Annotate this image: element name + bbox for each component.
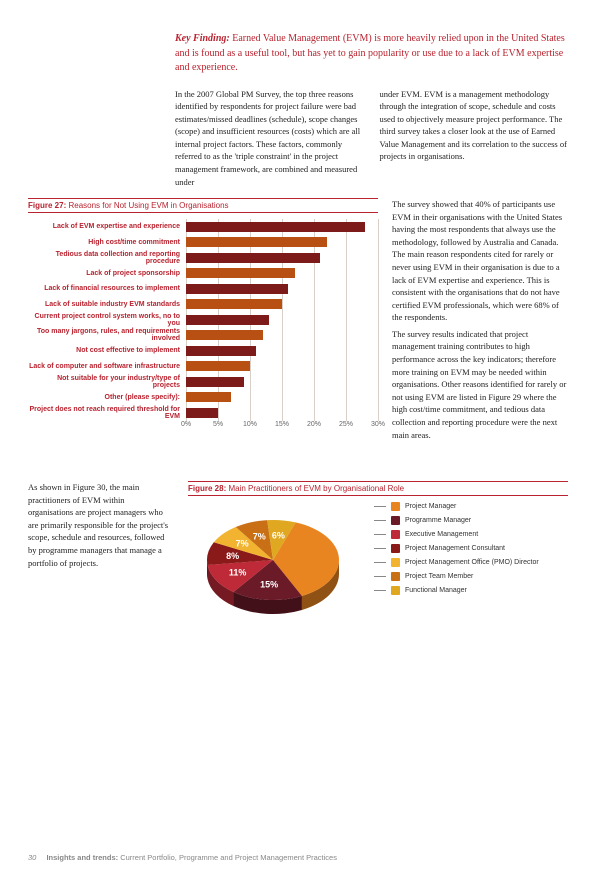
bar-label: Too many jargons, rules, and requirement…: [28, 328, 186, 343]
pie-legend: Project Manager Programme Manager Executiv…: [374, 502, 568, 600]
legend-label: Project Management Office (PMO) Director: [405, 559, 539, 566]
pie-slice-label: 32%: [305, 543, 323, 553]
legend-swatch: [391, 586, 400, 595]
x-tick-label: 0%: [181, 421, 191, 428]
bar-fill: [186, 408, 218, 418]
bar-fill: [186, 377, 244, 387]
bar-fill: [186, 253, 320, 263]
x-tick-label: 25%: [339, 421, 353, 428]
bar-fill: [186, 392, 231, 402]
legend-item: Programme Manager: [374, 516, 568, 525]
key-finding-label: Key Finding:: [175, 33, 230, 44]
bar-label: Lack of financial resources to implement: [28, 285, 186, 292]
bar-label: Project does not reach required threshol…: [28, 406, 186, 421]
bar-label: High cost/time commitment: [28, 239, 186, 246]
figure-28-title: Main Practitioners of EVM by Organisatio…: [228, 484, 404, 493]
footer-title-bold: Insights and trends:: [46, 853, 118, 862]
bar-fill: [186, 361, 250, 371]
legend-item: Project Management Consultant: [374, 544, 568, 553]
bar-fill: [186, 299, 282, 309]
bar-fill: [186, 284, 288, 294]
legend-swatch: [391, 572, 400, 581]
figure-27-number: Figure 27:: [28, 201, 66, 210]
pie-slice-label: 8%: [226, 551, 239, 561]
bar-label: Lack of EVM expertise and experience: [28, 223, 186, 230]
bar-fill: [186, 268, 295, 278]
legend-item: Executive Management: [374, 530, 568, 539]
bar-fill: [186, 330, 263, 340]
body-col-1: In the 2007 Global PM Survey, the top th…: [175, 88, 364, 189]
figure-28: Figure 28: Main Practitioners of EVM by …: [188, 481, 568, 634]
page-footer: 30 Insights and trends: Current Portfoli…: [28, 853, 337, 862]
body-col-2: under EVM. EVM is a management methodolo…: [380, 88, 569, 189]
body-columns: In the 2007 Global PM Survey, the top th…: [175, 88, 568, 189]
figure-28-caption: Figure 28: Main Practitioners of EVM by …: [188, 481, 568, 496]
bar-label: Not suitable for your industry/type of p…: [28, 375, 186, 390]
bar-fill: [186, 222, 365, 232]
legend-label: Functional Manager: [405, 587, 467, 594]
legend-item: Project Team Member: [374, 572, 568, 581]
bar-fill: [186, 237, 327, 247]
x-tick-label: 15%: [275, 421, 289, 428]
aside-p2: The survey results indicated that projec…: [392, 328, 568, 441]
legend-swatch: [391, 516, 400, 525]
bar-label: Tedious data collection and reporting pr…: [28, 251, 186, 266]
body-aside: The survey showed that 40% of participan…: [392, 198, 568, 441]
footer-title-rest: Current Portfolio, Programme and Project…: [120, 853, 337, 862]
bar-label: Not cost effective to implement: [28, 347, 186, 354]
legend-label: Programme Manager: [405, 517, 471, 524]
page-number: 30: [28, 853, 36, 862]
pie-slice-label: 15%: [260, 580, 278, 590]
bar-label: Lack of computer and software infrastruc…: [28, 363, 186, 370]
legend-swatch: [391, 544, 400, 553]
key-finding-text: Earned Value Management (EVM) is more he…: [175, 33, 565, 73]
pie-chart: 32% 15% 11% 8% 7% 7% 6%: [188, 502, 358, 634]
aside-p1: The survey showed that 40% of participan…: [392, 198, 568, 324]
legend-swatch: [391, 530, 400, 539]
bar-chart: Lack of EVM expertise and experience High…: [28, 219, 378, 435]
figure-28-number: Figure 28:: [188, 484, 226, 493]
bar-label: Lack of suitable industry EVM standards: [28, 301, 186, 308]
bar-fill: [186, 315, 269, 325]
bar-fill: [186, 346, 256, 356]
figure-28-aside: As shown in Figure 30, the main practiti…: [28, 481, 170, 634]
bar-label: Current project control system works, no…: [28, 313, 186, 328]
bar-label: Lack of project sponsorship: [28, 270, 186, 277]
bar-x-axis: 0%5%10%15%20%25%30%: [186, 421, 378, 435]
x-tick-label: 10%: [243, 421, 257, 428]
figure-27: Figure 27: Reasons for Not Using EVM in …: [28, 198, 378, 441]
legend-swatch: [391, 558, 400, 567]
legend-label: Executive Management: [405, 531, 478, 538]
legend-item: Project Manager: [374, 502, 568, 511]
pie-slice-label: 7%: [236, 539, 249, 549]
legend-label: Project Management Consultant: [405, 545, 505, 552]
legend-item: Functional Manager: [374, 586, 568, 595]
legend-item: Project Management Office (PMO) Director: [374, 558, 568, 567]
pie-slice-label: 11%: [229, 568, 247, 578]
figure-27-title: Reasons for Not Using EVM in Organisatio…: [68, 201, 228, 210]
figure-27-caption: Figure 27: Reasons for Not Using EVM in …: [28, 198, 378, 213]
bar-label: Other (please specify):: [28, 394, 186, 401]
legend-label: Project Team Member: [405, 573, 473, 580]
pie-slice-label: 6%: [272, 531, 285, 541]
x-tick-label: 5%: [213, 421, 223, 428]
key-finding: Key Finding: Earned Value Management (EV…: [175, 32, 568, 76]
legend-swatch: [391, 502, 400, 511]
x-tick-label: 30%: [371, 421, 385, 428]
x-tick-label: 20%: [307, 421, 321, 428]
pie-slice-label: 7%: [253, 532, 266, 542]
legend-label: Project Manager: [405, 503, 456, 510]
